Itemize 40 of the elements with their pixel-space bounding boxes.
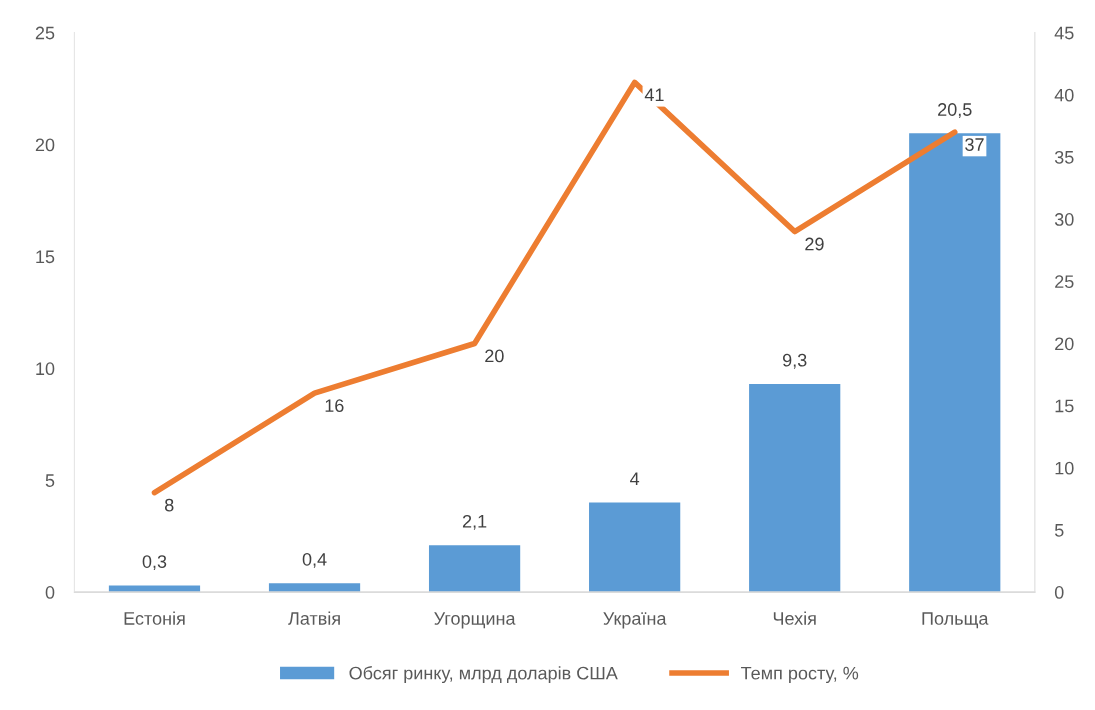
- y2-tick-label: 45: [1054, 26, 1074, 40]
- y2-tick-label: 40: [1054, 88, 1074, 102]
- bar: [909, 133, 1001, 593]
- y2-tick-label: 25: [1055, 275, 1074, 289]
- y2-tick-label: 5: [1054, 524, 1064, 537]
- y-tick-label: 15: [36, 250, 55, 264]
- bar: [589, 502, 681, 593]
- data-label: 29: [805, 237, 824, 251]
- bar: [749, 384, 841, 593]
- data-label: 37: [965, 138, 984, 151]
- legend-label: Темп росту, %: [741, 666, 859, 684]
- data-label: 2,1: [462, 514, 487, 530]
- data-label: 20: [485, 349, 504, 363]
- data-label: 9,3: [782, 353, 807, 369]
- data-label: 0,4: [302, 552, 327, 568]
- x-tick-label: Угорщина: [434, 612, 516, 629]
- y-tick-label: 0: [45, 586, 55, 599]
- legend-label: Обсяг ринку, млрд доларів США: [349, 666, 618, 684]
- data-label: 16: [325, 399, 344, 413]
- y-tick-label: 25: [35, 26, 55, 40]
- y2-tick-label: 30: [1054, 213, 1074, 226]
- data-label: 20,5: [938, 103, 972, 119]
- x-tick-label: Польща: [922, 612, 989, 629]
- y-tick-label: 5: [45, 474, 55, 487]
- y2-tick-label: 20: [1055, 337, 1074, 351]
- x-tick-label: Естонія: [124, 611, 185, 625]
- bar: [428, 545, 521, 593]
- data-label: 4: [630, 472, 640, 485]
- y2-tick-label: 0: [1054, 586, 1064, 599]
- data-label: 0,3: [142, 555, 167, 571]
- y-tick-label: 10: [36, 362, 55, 376]
- y-tick-label: 20: [35, 138, 55, 152]
- x-tick-label: Латвія: [288, 611, 340, 625]
- y2-tick-label: 10: [1055, 461, 1074, 475]
- x-tick-label: Україна: [603, 612, 667, 629]
- y2-tick-label: 15: [1055, 399, 1074, 413]
- data-label: 8: [164, 498, 174, 512]
- data-label: 41: [644, 88, 664, 102]
- x-tick-label: Чехія: [773, 611, 816, 625]
- y2-tick-label: 35: [1054, 150, 1074, 164]
